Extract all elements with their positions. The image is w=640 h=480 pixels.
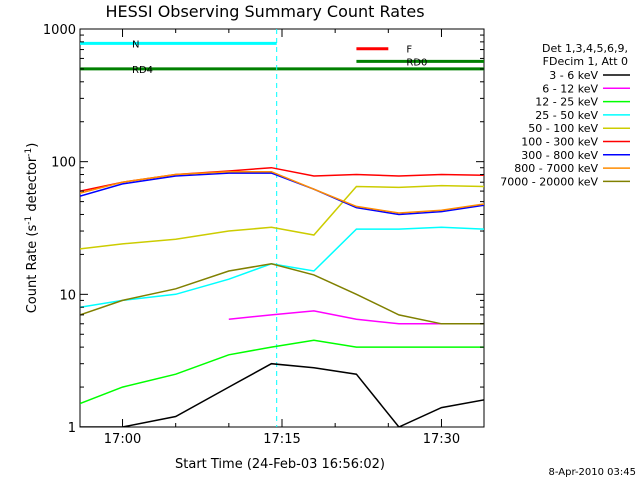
- flag-label-3: RD4: [132, 65, 153, 76]
- y-axis-label-end: ): [25, 143, 40, 148]
- flag-label-0: N: [132, 39, 139, 50]
- legend-label-2: 12 - 25 keV: [535, 96, 598, 109]
- x-axis-label: Start Time (24-Feb-03 16:56:02): [175, 457, 385, 472]
- y-axis-label: Count Rate (s-1 detector-1): [24, 143, 40, 314]
- legend-label-6: 300 - 800 keV: [521, 149, 598, 162]
- footer-date: 8-Apr-2010 03:45: [549, 467, 636, 478]
- series-layer: [80, 166, 484, 427]
- legend-label-0: 3 - 6 keV: [549, 69, 598, 82]
- legend-label-4: 50 - 100 keV: [528, 122, 598, 135]
- flag-label-1: F: [406, 45, 412, 56]
- legend-header-line-1: Det 1,3,4,5,6,9,: [542, 42, 628, 55]
- y-axis-label-sup1: -1: [24, 216, 34, 225]
- series-line-7: [80, 170, 484, 214]
- x-tick-label-0: 17:00: [104, 432, 141, 447]
- series-line-5: [80, 166, 484, 192]
- y-tick-label-0: 1: [68, 421, 76, 436]
- legend-label-1: 6 - 12 keV: [542, 82, 598, 95]
- y-tick-label-3: 1000: [43, 23, 76, 38]
- legend-label-8: 7000 - 20000 keV: [500, 175, 598, 188]
- legend: Det 1,3,4,5,6,9, FDecim 1, Att 0 3 - 6 k…: [500, 42, 630, 188]
- legend-label-5: 100 - 300 keV: [521, 136, 598, 149]
- series-line-6: [80, 172, 484, 216]
- chart-title: HESSI Observing Summary Count Rates: [105, 2, 424, 21]
- series-line-8: [80, 263, 484, 325]
- series-line-4: [80, 184, 484, 250]
- series-line-0: [80, 362, 484, 427]
- flag-label-2: RD0: [406, 57, 427, 68]
- y-axis-label-main: Count Rate (s: [25, 225, 40, 314]
- axes-layer: 17:00 17:15 17:30 1 10 100 1000: [43, 23, 484, 447]
- x-tick-label-1: 17:15: [263, 432, 300, 447]
- legend-label-7: 800 - 7000 keV: [514, 162, 598, 175]
- x-tick-label-2: 17:30: [423, 432, 460, 447]
- y-axis-label-mid: detector: [25, 156, 40, 216]
- legend-label-3: 25 - 50 keV: [535, 109, 598, 122]
- series-line-2: [80, 339, 484, 405]
- y-tick-label-2: 100: [51, 156, 76, 171]
- y-axis-label-sup2: -1: [24, 148, 34, 157]
- y-tick-label-1: 10: [59, 288, 76, 303]
- legend-header-line-2: FDecim 1, Att 0: [543, 55, 628, 68]
- series-line-1: [228, 310, 484, 325]
